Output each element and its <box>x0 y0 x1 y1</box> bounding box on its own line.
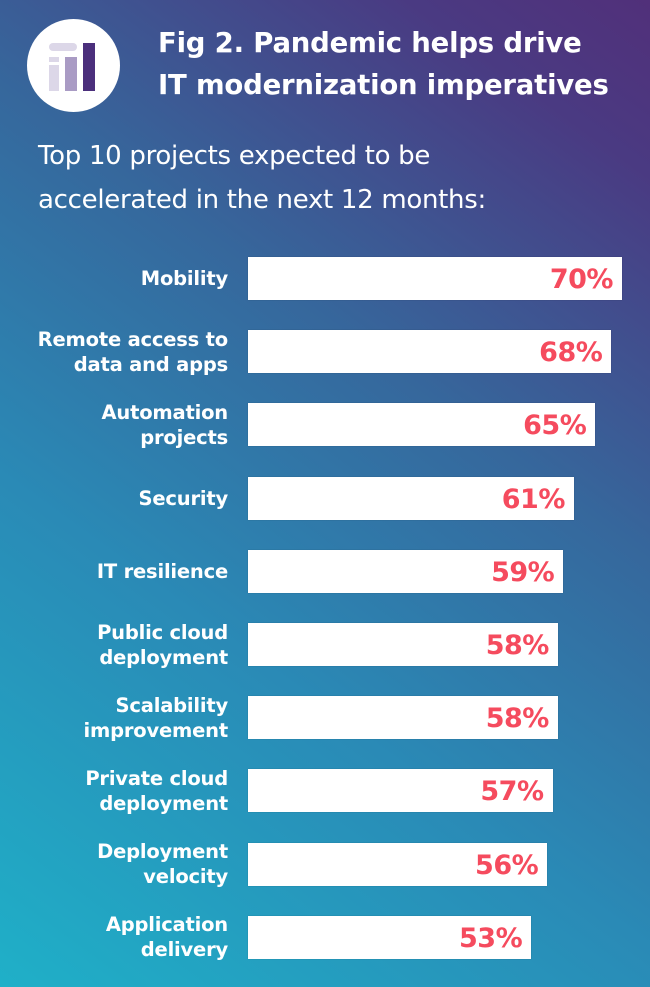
category-label-line: Security <box>138 486 229 510</box>
category-label-line: IT resilience <box>96 559 228 583</box>
category-label-line: Remote access to <box>37 327 229 351</box>
bar-value-label: 53% <box>459 922 523 954</box>
bar-value-label: 57% <box>480 776 544 808</box>
icon-bar-small-top <box>49 57 59 62</box>
bar-value-label: 59% <box>491 556 555 588</box>
category-label: Application delivery <box>8 912 228 962</box>
category-label: IT resilience <box>8 559 228 584</box>
bar-chart-icon-graphic <box>49 43 95 91</box>
bar-value-label: 65% <box>523 410 587 442</box>
bar: 68% <box>248 330 612 374</box>
category-label-line: Private cloud <box>85 766 228 790</box>
bar-value-label: 68% <box>539 337 603 369</box>
category-label: Automation projects <box>8 400 229 450</box>
bar-chart-icon <box>27 19 120 112</box>
category-label-line: Mobility <box>140 267 228 290</box>
category-label-line: improvement <box>83 718 229 742</box>
subtitle-line-2: accelerated in the next 12 months: <box>38 185 486 215</box>
category-label: Mobility <box>8 266 228 291</box>
title-line-1: Fig 2. Pandemic helps drive <box>158 27 582 59</box>
category-label: Scalability improvement <box>8 693 229 743</box>
title-line-2: IT modernization imperatives <box>158 69 609 101</box>
bar: 56% <box>248 842 548 886</box>
bar-value-label: 70% <box>549 264 614 295</box>
bar-value-label: 61% <box>501 483 566 515</box>
bar: 70% <box>248 257 622 300</box>
chart-subtitle: Top 10 projects expected to be accelerat… <box>38 134 638 222</box>
icon-bar-cap <box>49 43 77 51</box>
icon-bar-small <box>49 65 59 91</box>
category-label-line: Scalability <box>115 693 229 717</box>
category-label: Private cloud deployment <box>8 766 228 816</box>
category-label-line: projects <box>140 425 228 449</box>
category-label-line: Public cloud <box>97 620 228 644</box>
category-label-line: Automation <box>101 400 229 424</box>
icon-bar-tall <box>83 43 95 91</box>
bar: 53% <box>248 915 532 959</box>
category-label: Deployment velocity <box>8 839 228 889</box>
category-label-line: deployment <box>99 791 228 815</box>
category-label-line: deployment <box>99 645 228 669</box>
category-label-line: data and apps <box>73 352 228 376</box>
category-label-line: delivery <box>140 938 228 962</box>
subtitle-line-1: Top 10 projects expected to be <box>38 141 431 171</box>
bar-value-label: 58% <box>485 630 550 661</box>
bar-value-label: 56% <box>475 849 539 881</box>
bar-value-label: 58% <box>485 703 550 735</box>
category-label-line: Application <box>105 913 228 937</box>
bar: 57% <box>248 769 553 813</box>
icon-bar-medium <box>65 57 77 91</box>
category-label-line: Deployment <box>97 840 228 864</box>
category-label: Security <box>8 486 229 511</box>
bar: 59% <box>248 549 564 593</box>
bar: 61% <box>248 476 574 520</box>
bar: 58% <box>248 696 558 740</box>
category-label-line: velocity <box>143 865 228 889</box>
bar: 65% <box>248 403 596 447</box>
category-label: Public cloud deployment <box>8 620 228 670</box>
category-label: Remote access to data and apps <box>8 327 229 377</box>
bar: 58% <box>248 623 558 666</box>
page-title: Fig 2. Pandemic helps drive IT moderniza… <box>158 22 638 106</box>
